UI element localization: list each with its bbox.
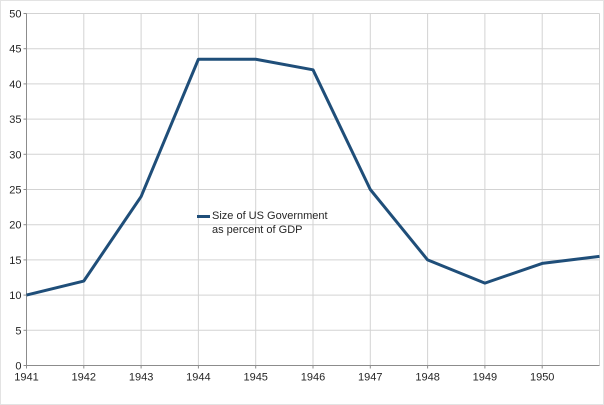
y-tick-label: 5 [15, 325, 21, 337]
x-tick-label: 1943 [129, 372, 153, 384]
x-tick-label: 1949 [473, 372, 497, 384]
x-tick-label: 1941 [14, 372, 38, 384]
y-tick-label: 50 [9, 9, 21, 21]
y-tick-label: 15 [9, 255, 21, 267]
y-tick-label: 30 [9, 149, 21, 161]
legend-line-marker [197, 214, 210, 218]
y-tick-label: 45 [9, 44, 21, 56]
x-tick-label: 1942 [72, 372, 96, 384]
legend: Size of US Government as percent of GDP [197, 209, 328, 237]
y-tick-label: 0 [15, 361, 21, 373]
x-tick-label: 1950 [530, 372, 554, 384]
series-line [26, 57, 600, 297]
legend-label-line2: as percent of GDP [212, 224, 303, 236]
y-tick-label: 20 [9, 220, 21, 232]
x-tick-label: 1947 [358, 372, 382, 384]
legend-label-line1: Size of US Government [212, 210, 328, 222]
x-tick-label: 1945 [243, 372, 267, 384]
x-tick-label: 1944 [186, 372, 210, 384]
x-tick-label: 1948 [415, 372, 439, 384]
x-tick-label: 1946 [301, 372, 325, 384]
y-tick-label: 40 [9, 79, 21, 91]
y-tick-label: 10 [9, 290, 21, 302]
gridlines [26, 13, 600, 366]
y-tick-label: 35 [9, 114, 21, 126]
axes [23, 13, 543, 369]
y-tick-label: 25 [9, 185, 21, 197]
axis-labels: 0 5 10 15 20 25 30 35 40 45 50 1941 1942 1943 1944 1945… [9, 9, 554, 384]
